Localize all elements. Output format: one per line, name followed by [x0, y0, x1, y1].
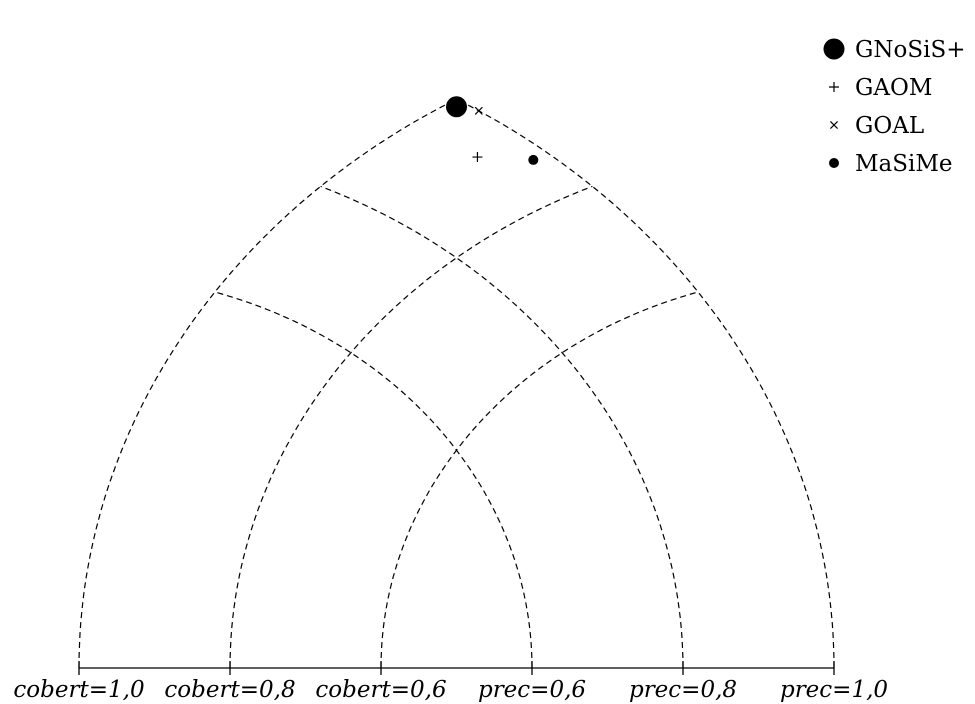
legend-marker-masime	[829, 158, 839, 168]
legend-marker-gaom	[829, 82, 839, 92]
legend: GNoSiS+ GAOM GOAL MaSiMe	[823, 37, 966, 177]
legend-label-masime: MaSiMe	[855, 151, 953, 177]
legend-marker-goal	[829, 120, 839, 130]
point-gnosis	[446, 96, 467, 118]
tick-label-cobert-1: cobert=1,0	[13, 677, 144, 703]
tick-label-cobert-0-6: cobert=0,6	[315, 677, 446, 703]
point-gaom	[472, 152, 483, 163]
legend-label-goal: GOAL	[855, 113, 924, 139]
tick-label-prec-0-6: prec=0,6	[478, 677, 586, 703]
point-goal	[474, 106, 483, 115]
legend-label-gaom: GAOM	[855, 75, 932, 101]
cobert-arc-1	[78, 98, 457, 669]
tick-label-prec-1: prec=1,0	[780, 677, 888, 703]
data-points	[446, 96, 539, 165]
prec-arc-0-8	[320, 185, 684, 669]
point-masime	[528, 154, 539, 165]
legend-marker-gnosis	[823, 38, 845, 60]
prec-arc-1	[456, 98, 835, 669]
axis-ticks: cobert=1,0 cobert=0,8 cobert=0,6 prec=0,6 pr…	[13, 661, 888, 703]
cobert-arc-0-8	[229, 185, 593, 669]
tick-label-cobert-0-8: cobert=0,8	[164, 677, 295, 703]
tick-label-prec-0-8: prec=0,8	[629, 677, 737, 703]
prec-arc-0-6	[214, 291, 533, 669]
grid-arcs	[78, 98, 835, 669]
legend-label-gnosis: GNoSiS+	[855, 37, 966, 63]
cobert-arc-0-6	[380, 291, 699, 669]
